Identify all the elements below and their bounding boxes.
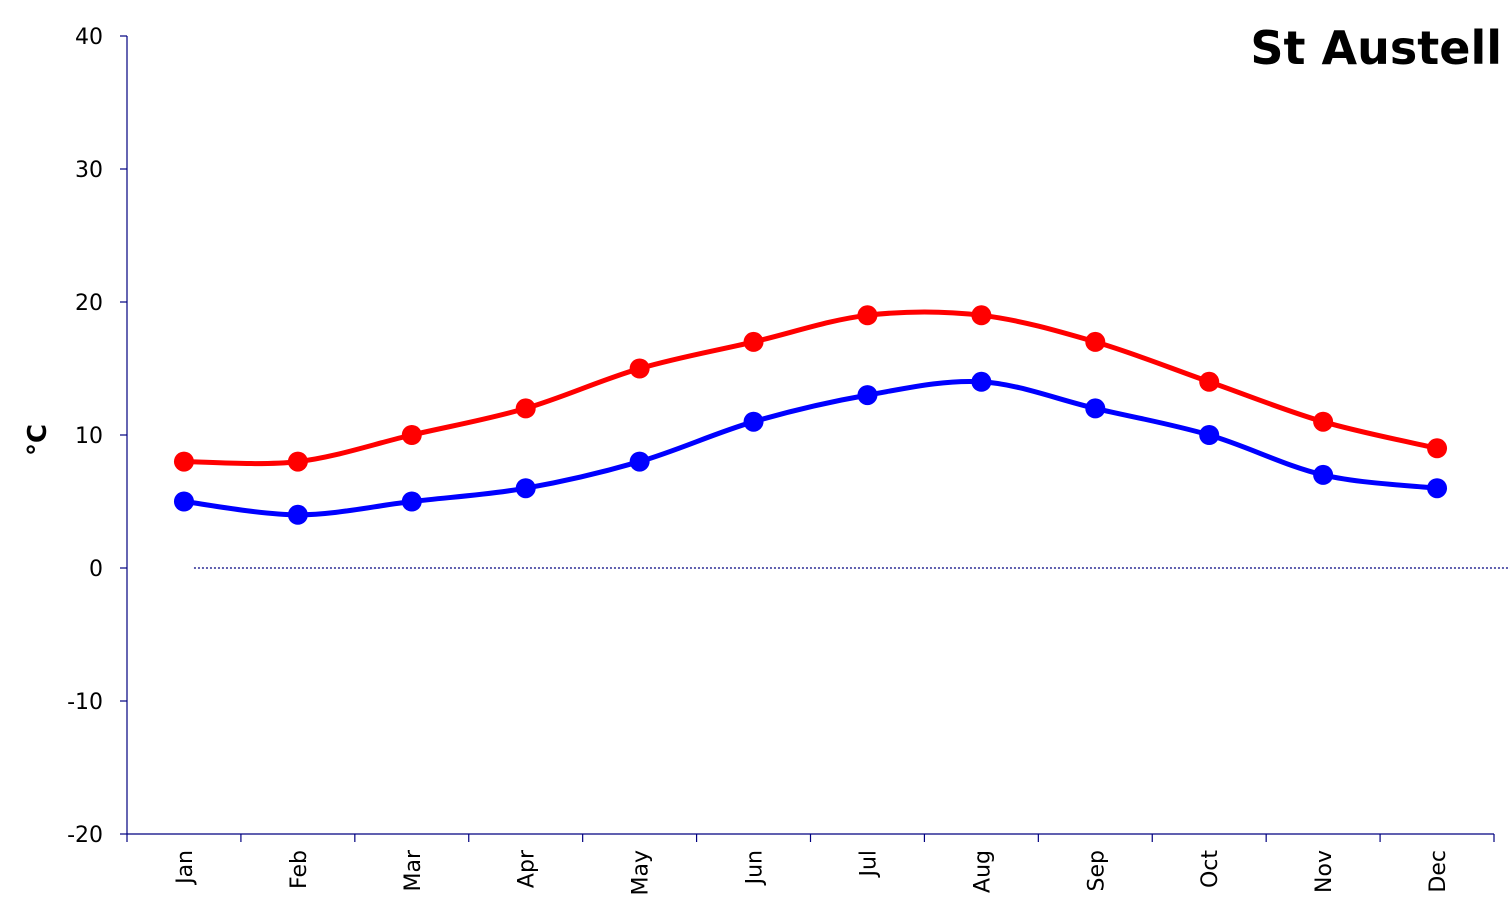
y-tick-label: -10 bbox=[67, 690, 103, 715]
data-point bbox=[401, 491, 422, 512]
x-tick-label: May bbox=[629, 850, 654, 895]
series-line-2 bbox=[181, 378, 1440, 518]
data-point bbox=[1085, 331, 1106, 352]
data-point bbox=[1085, 398, 1106, 419]
data-point bbox=[743, 331, 764, 352]
data-point bbox=[173, 451, 194, 472]
axes: -20 -10 0 10 20 30 40 Jan Feb Mar Apr May Jun Jul Aug S… bbox=[67, 25, 1495, 895]
x-tick-label: Oct bbox=[1198, 850, 1223, 888]
data-point bbox=[1427, 478, 1448, 499]
x-tick-label: Mar bbox=[401, 849, 426, 891]
data-point bbox=[1199, 371, 1220, 392]
y-tick-label: 20 bbox=[75, 291, 103, 316]
data-point bbox=[1427, 438, 1448, 459]
series-group bbox=[173, 305, 1448, 525]
x-tick-label: Jan bbox=[173, 850, 198, 886]
data-point bbox=[515, 398, 536, 419]
x-tick-label: Nov bbox=[1312, 850, 1337, 893]
data-point bbox=[971, 305, 992, 326]
data-point bbox=[1199, 425, 1220, 445]
data-point bbox=[1313, 464, 1334, 485]
x-tick-label: Apr bbox=[515, 849, 540, 888]
data-point bbox=[287, 504, 308, 525]
series-line-1 bbox=[181, 309, 1440, 467]
chart-title: St Austell bbox=[1250, 21, 1502, 75]
data-point bbox=[629, 358, 650, 379]
x-tick-label: Jul bbox=[856, 850, 881, 879]
data-point bbox=[515, 478, 536, 499]
y-tick-label: 10 bbox=[75, 424, 103, 449]
data-point bbox=[1313, 411, 1334, 432]
y-tick-label: -20 bbox=[67, 823, 103, 848]
data-point bbox=[743, 411, 764, 432]
x-tick-label: Dec bbox=[1426, 850, 1451, 893]
data-point bbox=[401, 425, 422, 445]
data-point bbox=[971, 371, 992, 392]
y-tick-label: 0 bbox=[89, 557, 103, 582]
data-point bbox=[629, 451, 650, 472]
y-axis-label: °C bbox=[23, 424, 53, 456]
x-tick-label: Jun bbox=[743, 850, 768, 886]
x-tick-label: Sep bbox=[1084, 850, 1109, 891]
data-point bbox=[857, 305, 878, 326]
data-point bbox=[287, 451, 308, 472]
x-tick-label: Aug bbox=[970, 850, 995, 893]
y-tick-label: 30 bbox=[75, 158, 103, 183]
y-tick-label: 40 bbox=[75, 25, 103, 50]
x-tick-label: Feb bbox=[287, 850, 312, 889]
data-point bbox=[857, 385, 878, 406]
data-point bbox=[173, 491, 194, 512]
